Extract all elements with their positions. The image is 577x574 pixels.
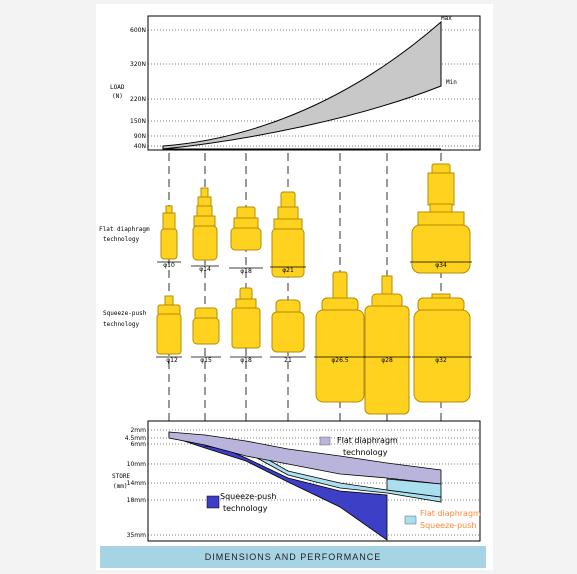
flat-chart-label-line1: Flat diaphragm — [337, 436, 398, 445]
stroke-tick-2: 6mm — [130, 441, 146, 448]
squeeze-size-4: φ26.5 — [331, 357, 349, 364]
flat-part-phi21 — [271, 191, 305, 278]
flat-size-4: φ34 — [435, 262, 447, 269]
flat-swatch — [319, 436, 331, 446]
flat-part-phi14 — [192, 187, 218, 261]
cyan-band-end — [386, 478, 442, 498]
squeeze-size-3: 21 — [284, 357, 292, 364]
squeeze-parts — [156, 271, 471, 415]
squeeze-label-line1: Squeeze-push — [103, 310, 147, 317]
flat-parts — [160, 163, 471, 278]
stroke-tick-5: 18mm — [127, 497, 146, 504]
load-tick-4: 90N — [134, 133, 146, 140]
load-chart: 600N 320N 220N 150N 90N 40N LOAD (N) Max… — [110, 15, 481, 151]
load-tick-5: 40N — [134, 143, 146, 150]
load-max-label: Max — [441, 15, 452, 22]
load-tick-0: 600N — [130, 27, 146, 34]
squeeze-part-21 — [271, 299, 305, 353]
flat-size-1: φ14 — [199, 266, 211, 273]
flat-part-phi18 — [230, 206, 262, 251]
squeeze-chart-label-line2: technology — [223, 504, 268, 513]
stroke-tick-3: 10mm — [127, 461, 146, 468]
stroke-axis-title: STORE — [112, 473, 130, 480]
squeeze-size-labels: φ12 φ15 φ18 21 φ26.5 φ28 φ32 — [166, 357, 447, 364]
load-tick-2: 220N — [130, 96, 146, 103]
load-tick-3: 150N — [130, 118, 146, 125]
stroke-axis-unit: (mm) — [113, 483, 127, 490]
flat-label-line1: Flat diaphragm — [99, 226, 150, 233]
load-min-label: Min — [446, 79, 457, 86]
flat-chart-label-line2: technology — [343, 448, 388, 457]
squeeze-part-phi12 — [156, 295, 182, 355]
stroke-tick-0: 2mm — [130, 427, 146, 434]
stroke-tick-4: 14mm — [127, 480, 146, 487]
squeeze-size-2: φ18 — [240, 357, 252, 364]
squeeze-size-5: φ28 — [381, 357, 393, 364]
flat-size-0: φ10 — [163, 262, 175, 269]
flat-size-2: φ18 — [240, 268, 252, 275]
flat-label-line2: technology — [103, 236, 140, 243]
squeeze-part-phi26-5 — [315, 271, 365, 403]
flat-size-labels: φ10 φ14 φ18 φ21 φ34 — [163, 262, 447, 275]
footer-banner: DIMENSIONS AND PERFORMANCE — [100, 546, 486, 568]
banner-title: DIMENSIONS AND PERFORMANCE — [204, 552, 382, 562]
squeeze-part-phi28 — [364, 275, 410, 415]
load-band — [162, 20, 442, 150]
squeeze-size-0: φ12 — [166, 357, 178, 364]
load-axis-unit: (N) — [112, 93, 123, 100]
flat-part-phi34 — [411, 163, 471, 274]
load-tick-1: 320N — [130, 61, 146, 68]
stroke-chart: 2mm 4.5mm 6mm 10mm 14mm 18mm 35mm STORE … — [112, 420, 481, 542]
legend-line1: Flat diaphragm — [420, 509, 481, 518]
squeeze-chart-label-line1: Squeeze-push — [220, 492, 276, 501]
load-axis-title: LOAD — [110, 84, 125, 91]
legend-cyan-swatch — [404, 515, 417, 525]
stroke-tick-1: 4.5mm — [125, 435, 146, 442]
squeeze-label-line2: technology — [103, 321, 140, 328]
squeeze-part-phi32 — [413, 293, 471, 403]
flat-size-3: φ21 — [282, 267, 294, 274]
flat-dim-lines — [157, 261, 472, 269]
squeeze-size-6: φ32 — [435, 357, 447, 364]
squeeze-part-phi15 — [192, 307, 220, 345]
squeeze-part-phi18 — [231, 287, 261, 349]
squeeze-size-1: φ15 — [200, 357, 212, 364]
squeeze-swatch — [206, 495, 220, 509]
flat-part-phi10 — [160, 205, 178, 260]
legend-line2: Squeeze-push — [420, 521, 476, 530]
stroke-tick-6: 35mm — [127, 532, 146, 539]
squeeze-push-band — [168, 431, 388, 541]
